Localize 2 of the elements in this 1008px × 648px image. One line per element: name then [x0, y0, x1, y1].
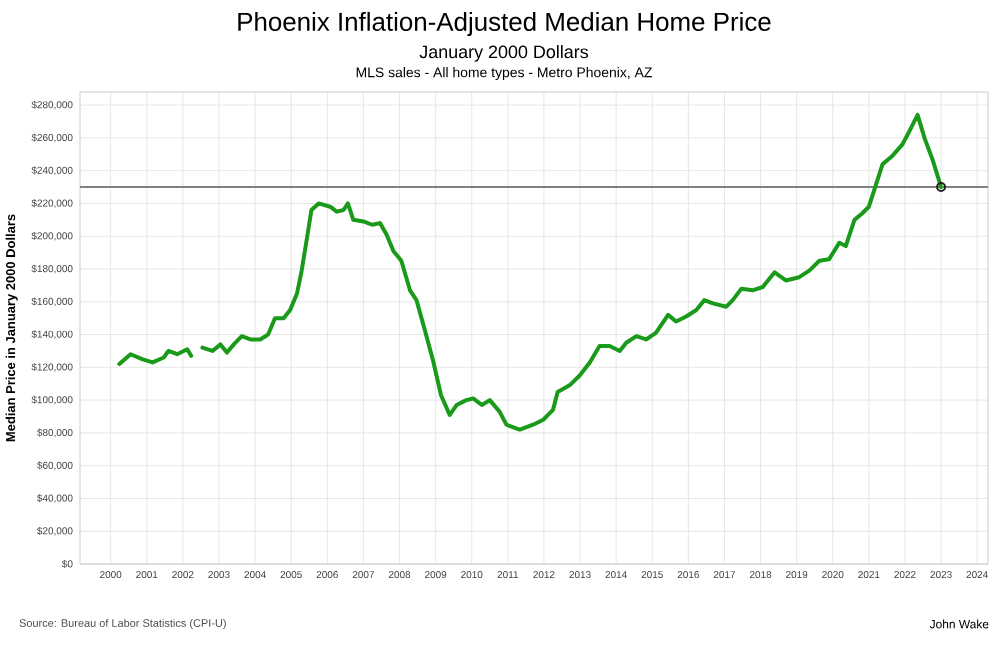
chart-subtitle: January 2000 Dollars — [419, 45, 589, 62]
chart-title: Phoenix Inflation-Adjusted Median Home Price — [238, 11, 771, 37]
